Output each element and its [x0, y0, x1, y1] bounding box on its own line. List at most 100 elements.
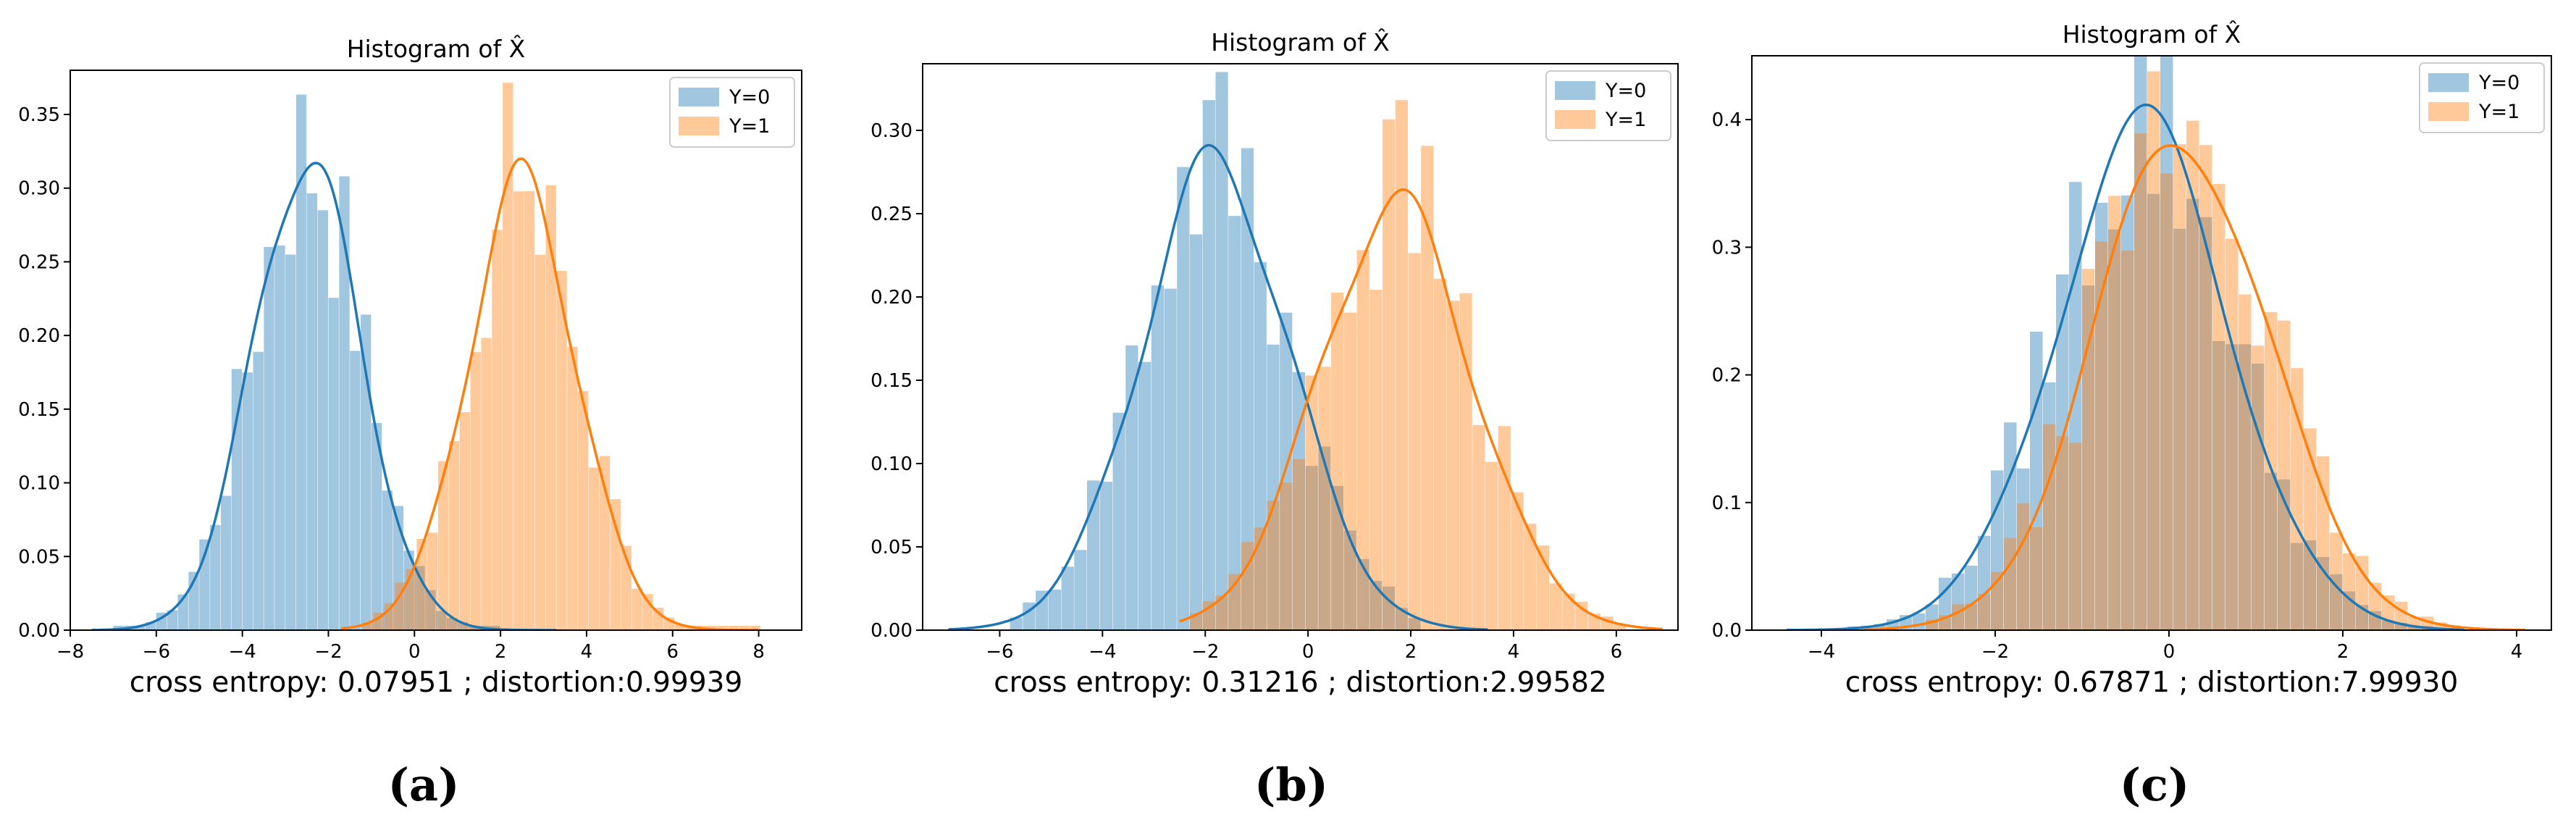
- histogram-bar: [556, 270, 567, 630]
- legend-box: [669, 77, 795, 148]
- histogram-bar: [2017, 503, 2030, 630]
- axes-frame: [922, 63, 1679, 631]
- histogram-bar: [2056, 436, 2069, 630]
- histogram-bar: [1280, 482, 1293, 630]
- y-tick-label: 0.0: [1712, 620, 1742, 642]
- x-tick-label: 6: [666, 641, 679, 663]
- y-tick-label: 0.25: [18, 251, 60, 273]
- histogram-bar: [2199, 145, 2212, 630]
- histogram-bar: [2278, 479, 2291, 630]
- histogram-bar: [242, 372, 253, 630]
- histogram-bar: [674, 624, 686, 630]
- x-tick-label: 0: [2163, 641, 2176, 663]
- histogram-bar: [1189, 234, 1203, 630]
- histogram-bar: [2134, 56, 2147, 630]
- histogram-bar: [350, 351, 361, 630]
- histogram-bar: [2069, 443, 2082, 630]
- legend-swatch: [679, 117, 719, 135]
- histogram-bar: [2121, 195, 2134, 630]
- legend-box: [1545, 70, 1671, 141]
- histogram-bar: [2304, 540, 2317, 630]
- histogram-bar: [2121, 251, 2134, 630]
- histogram-bar: [210, 524, 221, 630]
- x-tick-label: 0: [1302, 641, 1314, 663]
- histogram-bar: [1991, 571, 2004, 630]
- histogram-bar: [436, 611, 447, 630]
- histogram-bar: [2239, 294, 2252, 630]
- histogram-bar: [231, 369, 243, 630]
- histogram-bar: [1369, 581, 1383, 630]
- axes-frame: [70, 70, 802, 631]
- x-tick-label: −4: [228, 641, 256, 663]
- histogram-bar: [1408, 618, 1421, 630]
- histogram-bar: [1408, 253, 1421, 630]
- legend-swatch: [1555, 81, 1595, 100]
- legend-swatch: [1555, 110, 1595, 129]
- histogram-bar: [1614, 624, 1627, 630]
- histogram-bar: [1267, 501, 1280, 630]
- legend-label: Y=0: [2478, 72, 2520, 94]
- panel-caption: (b): [1254, 758, 1328, 811]
- histogram-bar: [406, 569, 416, 630]
- histogram-bar: [2343, 553, 2356, 630]
- y-tick-label: 0.3: [1712, 237, 1742, 259]
- histogram-bar: [306, 193, 318, 630]
- histogram-bar: [1241, 148, 1254, 630]
- legend: Y=0Y=1: [2419, 62, 2545, 133]
- histogram-bar: [1087, 480, 1100, 630]
- histogram-bar: [1215, 72, 1228, 630]
- y-tick-label: 0.15: [870, 370, 912, 392]
- legend-label: Y=0: [729, 86, 770, 109]
- histogram-bar: [1331, 293, 1344, 630]
- legend-label: Y=1: [1605, 109, 1646, 131]
- legend-label: Y=1: [2478, 101, 2520, 123]
- y-tick-label: 0.25: [870, 204, 912, 225]
- histogram-bar: [1874, 624, 1887, 630]
- histogram-bar: [503, 83, 513, 630]
- panel-caption: (c): [2120, 758, 2189, 811]
- x-axis-label: cross entropy: 0.31216 ; distortion:2.99…: [994, 666, 1607, 699]
- y-tick-label: 0.05: [18, 546, 60, 568]
- histogram-bar: [1228, 216, 1241, 630]
- histogram-bar: [1010, 617, 1023, 630]
- histogram-bar: [2291, 368, 2304, 630]
- histogram-bar: [1383, 119, 1396, 630]
- chart-panel-2: −6 −4 −2 0 2 4 6 0.00 0.05 0.10 0.15 0.20 0.25 0.30 Hi…: [870, 28, 1679, 699]
- y-tick-label: 0.30: [18, 178, 60, 200]
- histogram-bar: [513, 191, 524, 630]
- histogram-bar: [395, 582, 406, 630]
- histogram-bar: [1305, 375, 1318, 630]
- histogram-bar: [2160, 56, 2173, 630]
- y-tick-label: 0.30: [870, 120, 912, 142]
- histogram-bar: [2212, 341, 2225, 630]
- chart-panel-1: −8 −6 −4 −2 0 2 4 6 8 0.00 0.05 0.10 0.15 0.20 0.25 0.3…: [18, 34, 802, 699]
- kde-line-Y0: [1787, 103, 2465, 630]
- y-tick-label: 0.15: [18, 399, 60, 421]
- histogram-bar: [2252, 364, 2265, 630]
- x-tick-label: 2: [495, 641, 507, 663]
- histogram-bar: [1151, 285, 1164, 630]
- histogram-bar: [317, 210, 328, 630]
- histogram-bar: [492, 230, 503, 630]
- histogram-bar: [1254, 261, 1267, 630]
- histogram-bar: [2043, 382, 2056, 630]
- histogram-bar: [588, 467, 600, 630]
- histogram-bar: [457, 621, 469, 630]
- histogram-bar: [1913, 613, 1926, 630]
- histogram-bar: [1061, 566, 1074, 630]
- histogram-bar: [1485, 461, 1498, 630]
- histogram-bar: [1036, 590, 1049, 630]
- histogram-bar: [393, 506, 403, 630]
- histogram-bar: [1241, 542, 1254, 630]
- x-tick-label: −2: [1191, 641, 1219, 663]
- histogram-bar: [2056, 274, 2069, 630]
- histogram-bar: [1177, 167, 1190, 630]
- histogram-bar: [2095, 241, 2108, 630]
- histogram-bar: [2173, 144, 2186, 630]
- histogram-bar: [1356, 558, 1369, 630]
- legend-swatch: [679, 88, 719, 106]
- y-tick-label: 0.00: [870, 620, 912, 642]
- histogram-bar: [2030, 331, 2043, 630]
- histogram-bar: [167, 610, 178, 630]
- y-tick-label: 0.10: [18, 473, 60, 495]
